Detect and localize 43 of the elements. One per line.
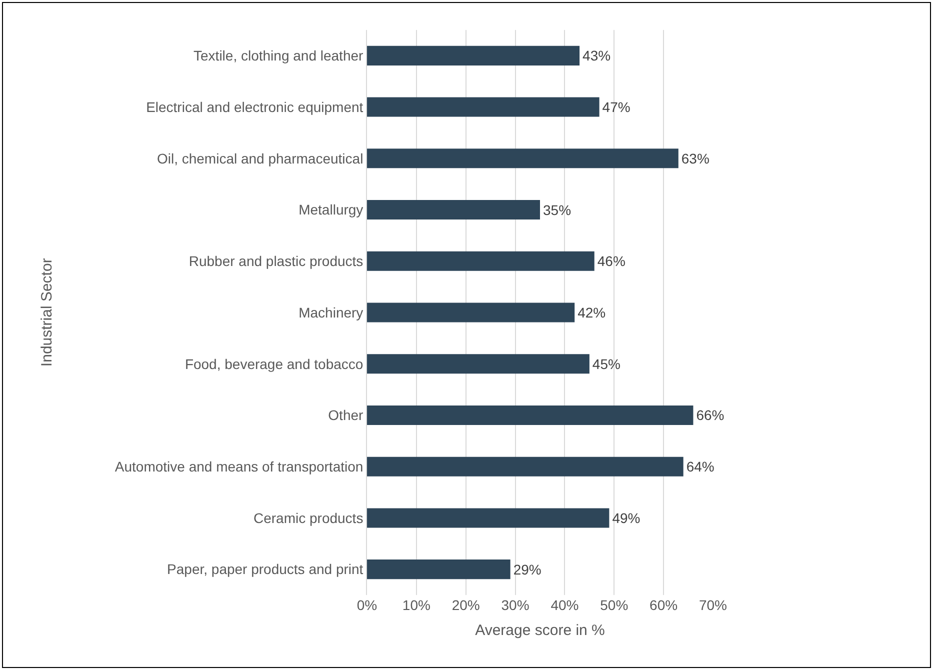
- data-label: 64%: [686, 458, 714, 475]
- bar: [367, 560, 510, 580]
- data-label: 35%: [543, 202, 572, 218]
- bar: [367, 97, 600, 117]
- y-tick-label: Metallurgy: [298, 202, 364, 218]
- data-label: 46%: [597, 253, 626, 270]
- x-tick-label: 60%: [650, 597, 678, 613]
- y-axis-title: Industrial Sector: [38, 258, 56, 367]
- x-tick-label: 20%: [452, 597, 480, 613]
- bar: [367, 405, 694, 425]
- x-tick-label: 70%: [698, 597, 728, 613]
- bar: [367, 302, 575, 322]
- y-tick-label: Ceramic products: [253, 510, 364, 526]
- data-label: 45%: [592, 356, 620, 372]
- y-tick-label: Machinery: [298, 304, 364, 320]
- x-axis-title: Average score in %: [475, 622, 605, 639]
- y-tick-label: Oil, chemical and pharmaceutical: [156, 150, 364, 166]
- y-tick-label: Rubber and plastic products: [188, 253, 364, 270]
- data-label: 29%: [513, 561, 542, 578]
- x-tick-label: 50%: [600, 597, 628, 613]
- bar: [367, 200, 540, 220]
- y-tick-label: Electrical and electronic equipment: [146, 98, 364, 115]
- data-label: 42%: [578, 304, 606, 320]
- data-label: 49%: [612, 510, 640, 526]
- y-tick-label: Paper, paper products and print: [167, 561, 364, 578]
- data-label: 63%: [681, 150, 710, 166]
- bar: [367, 456, 684, 476]
- x-tick-label: 30%: [501, 597, 530, 613]
- bar: [367, 46, 580, 66]
- data-label: 43%: [582, 48, 611, 64]
- bar: [367, 508, 610, 528]
- bar: [367, 354, 590, 374]
- bar: [367, 251, 594, 271]
- bar: [367, 148, 678, 168]
- x-tick-label: 40%: [550, 597, 579, 613]
- data-label: 47%: [602, 99, 630, 116]
- x-tick-label: 10%: [402, 597, 430, 613]
- x-tick-label: 0%: [356, 597, 378, 613]
- y-tick-label: Textile, clothing and leather: [194, 48, 364, 64]
- y-tick-label: Other: [328, 407, 364, 424]
- y-tick-label: Food, beverage and tobacco: [184, 356, 364, 372]
- y-tick-label: Automotive and means of transportation: [114, 458, 364, 474]
- data-label: 66%: [696, 407, 724, 424]
